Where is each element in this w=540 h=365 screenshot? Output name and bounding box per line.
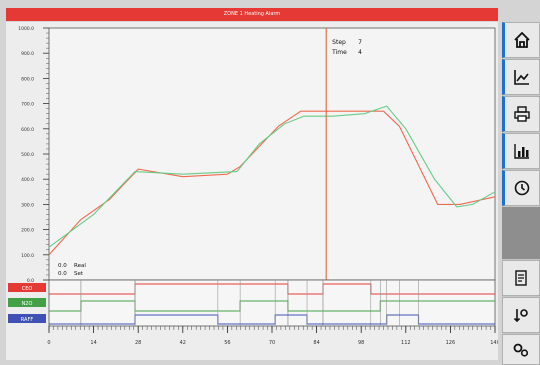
home-button[interactable] — [502, 22, 540, 58]
analog-plot-area — [48, 27, 496, 281]
svg-text:CEO: CEO — [22, 286, 33, 292]
y-tick-label: 700.0 — [21, 102, 34, 108]
toolbar-spacer — [502, 207, 540, 259]
y-tick-label: 800.0 — [21, 76, 34, 82]
x-axis: 0 14 28 42 56 70 84 98 112 126 140 — [47, 326, 498, 346]
bar-chart-button[interactable] — [502, 133, 540, 169]
y-axis: 1000.0 900.0 800.0 700.0 600.0 500.0 400.0 300.… — [18, 26, 49, 284]
y-tick-label: 600.0 — [21, 127, 34, 133]
real-readout-value: 0.0 — [58, 263, 67, 269]
window-title: ZONE 1 Heating Alarm — [6, 8, 498, 21]
report-icon — [515, 270, 527, 286]
x-tick-label: 28 — [135, 340, 141, 346]
trend-chart-icon — [514, 70, 529, 85]
x-tick-label: 14 — [90, 340, 96, 346]
y-tick-label: 200.0 — [21, 228, 34, 234]
real-readout-label: Real — [74, 263, 86, 269]
cursor-time-value: 4 — [358, 49, 362, 56]
sort-settings-icon — [513, 309, 528, 323]
y-tick-label: 0.0 — [27, 278, 34, 284]
channel-label-raff[interactable]: RAFF — [8, 314, 46, 323]
x-tick-label: 98 — [358, 340, 364, 346]
x-tick-label: 112 — [401, 340, 411, 346]
right-toolbar — [502, 22, 540, 365]
x-tick-label: 70 — [269, 340, 275, 346]
bar-chart-icon — [514, 144, 529, 159]
channel-label-ceo[interactable]: CEO — [8, 283, 46, 292]
digital-traces — [49, 280, 495, 326]
x-tick-label: 126 — [446, 340, 456, 346]
refresh-button[interactable] — [502, 170, 540, 206]
printer-icon — [514, 106, 530, 122]
set-readout-label: Set — [74, 271, 84, 277]
y-tick-label: 500.0 — [21, 152, 34, 158]
y-tick-label: 1000.0 — [18, 26, 34, 32]
y-tick-label: 100.0 — [21, 253, 34, 259]
digital-plot-area — [48, 279, 496, 327]
print-button[interactable] — [502, 96, 540, 132]
digital-trace-ceo — [49, 283, 495, 295]
settings-gears-icon — [513, 343, 529, 357]
y-tick-label: 900.0 — [21, 51, 34, 57]
cursor-step-value: 7 — [358, 39, 362, 46]
y-tick-label: 400.0 — [21, 177, 34, 183]
svg-text:N2O: N2O — [22, 301, 33, 307]
refresh-icon — [514, 180, 530, 196]
x-tick-label: 0 — [47, 340, 50, 346]
y-tick-label: 300.0 — [21, 202, 34, 208]
trend-chart[interactable]: 1000.0900.0800.0700.0600.0500.0400.0300.… — [6, 22, 498, 360]
report-button[interactable] — [502, 260, 540, 296]
sort-settings-button[interactable] — [502, 297, 540, 333]
series-line-2 — [48, 105, 496, 248]
x-tick-label: 56 — [224, 340, 230, 346]
digital-trace-raff — [49, 314, 495, 325]
trend-button[interactable] — [502, 59, 540, 95]
settings-button[interactable] — [502, 334, 540, 365]
svg-text:RAFF: RAFF — [21, 317, 34, 323]
x-tick-label: 42 — [180, 340, 186, 346]
series-layer — [48, 105, 496, 256]
x-tick-label: 84 — [313, 340, 319, 346]
series-line-1 — [48, 110, 496, 256]
home-icon — [514, 31, 530, 48]
set-readout-value: 0.0 — [58, 271, 67, 277]
cursor-time-label: Time — [331, 49, 347, 56]
channel-label-n2o[interactable]: N2O — [8, 298, 46, 307]
x-tick-label: 140 — [490, 340, 498, 346]
cursor-step-label: Step — [332, 39, 346, 46]
